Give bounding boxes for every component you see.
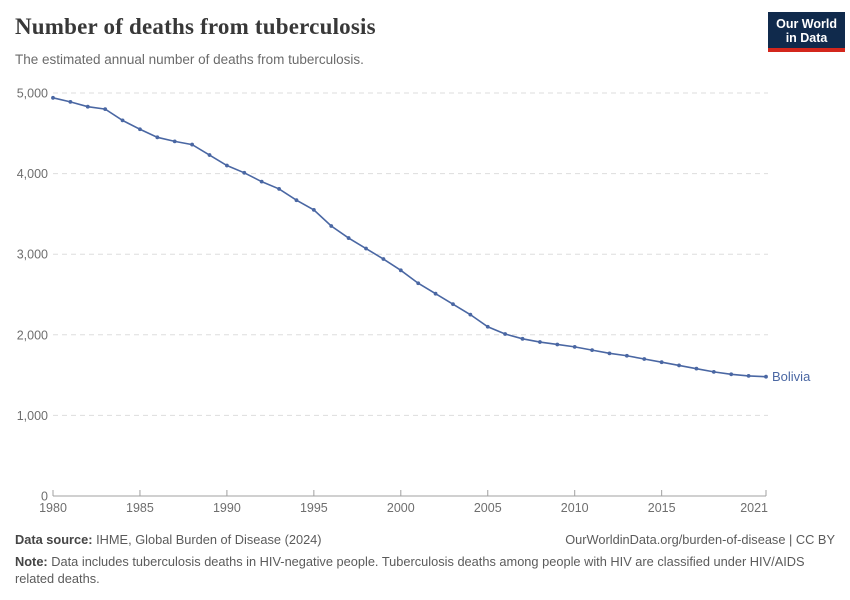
data-point — [364, 246, 368, 251]
x-axis-tick-label: 2010 — [561, 501, 589, 515]
data-point — [120, 118, 125, 123]
data-point — [416, 281, 421, 286]
x-axis-tick-label: 2005 — [474, 501, 502, 515]
data-point — [520, 336, 525, 341]
data-point — [398, 268, 403, 273]
data-point — [642, 357, 647, 361]
note-text: Data includes tuberculosis deaths in HIV… — [15, 554, 805, 586]
x-axis-tick-label: 1995 — [300, 501, 328, 515]
data-point — [659, 360, 664, 365]
data-point — [381, 257, 386, 261]
data-point — [85, 104, 90, 109]
chart-footer: Data source: IHME, Global Burden of Dise… — [15, 531, 835, 587]
attribution-link[interactable]: OurWorldinData.org/burden-of-disease | C… — [565, 532, 835, 547]
data-point — [590, 348, 594, 353]
data-point — [138, 127, 142, 132]
chart-subtitle: The estimated annual number of deaths fr… — [15, 52, 364, 67]
data-point — [259, 179, 264, 184]
data-point — [677, 363, 681, 368]
data-point — [764, 374, 768, 379]
y-axis-tick-label: 2,000 — [17, 328, 48, 342]
x-axis-tick-label: 1985 — [126, 501, 154, 515]
y-axis-tick-label: 4,000 — [17, 167, 48, 181]
data-point — [711, 369, 716, 374]
data-point — [694, 366, 699, 371]
data-point — [207, 153, 212, 157]
data-point — [503, 332, 508, 336]
x-axis-tick-label: 2000 — [387, 501, 415, 515]
data-point — [190, 142, 195, 147]
y-axis-tick-label: 5,000 — [17, 87, 48, 101]
y-axis-tick-label: 0 — [41, 490, 48, 504]
y-axis-tick-label: 1,000 — [17, 409, 48, 423]
data-line-bolivia — [52, 97, 767, 378]
data-point — [624, 353, 629, 358]
x-axis-tick-label: 2021 — [740, 501, 768, 515]
data-point — [572, 344, 577, 349]
source-row: Data source: IHME, Global Burden of Dise… — [15, 531, 835, 548]
x-axis-tick-label: 1990 — [213, 501, 241, 515]
series-label-bolivia: Bolivia — [772, 369, 811, 384]
tb-deaths-line-chart: 0 1,000 2,000 3,000 4,000 5,000 1980 1985 1990 19… — [17, 87, 811, 516]
data-point — [242, 170, 247, 175]
page-title: Number of deaths from tuberculosis — [15, 14, 376, 39]
data-point — [346, 236, 351, 240]
data-source-text: IHME, Global Burden of Disease (2024) — [92, 532, 322, 547]
data-point — [607, 351, 612, 356]
data-point — [538, 340, 542, 344]
x-axis-tick-label: 1980 — [39, 501, 67, 515]
x-axis-tick-label: 2015 — [648, 501, 676, 515]
data-point — [329, 224, 334, 228]
data-point — [225, 163, 229, 168]
data-point — [555, 342, 560, 347]
data-point — [485, 324, 490, 329]
owid-logo[interactable]: Our World in Data — [768, 12, 845, 52]
data-point — [294, 198, 299, 203]
note-row: Note: Data includes tuberculosis deaths … — [15, 553, 835, 587]
data-point — [746, 374, 751, 378]
data-point — [172, 139, 177, 144]
data-source: Data source: IHME, Global Burden of Dise… — [15, 531, 322, 548]
data-point — [103, 107, 108, 112]
data-point — [68, 99, 73, 104]
data-point — [468, 312, 473, 317]
data-source-label: Data source: — [15, 532, 93, 547]
owid-logo-line2: in Data — [785, 31, 828, 45]
data-point — [729, 372, 734, 377]
owid-logo-line1: Our World — [776, 17, 837, 31]
data-point — [277, 187, 281, 191]
note-label: Note: — [15, 554, 48, 569]
data-point — [155, 135, 160, 140]
data-point — [451, 302, 455, 307]
y-axis-tick-label: 3,000 — [17, 248, 48, 262]
data-point — [433, 291, 438, 296]
data-point — [51, 95, 55, 100]
data-point — [311, 207, 316, 212]
